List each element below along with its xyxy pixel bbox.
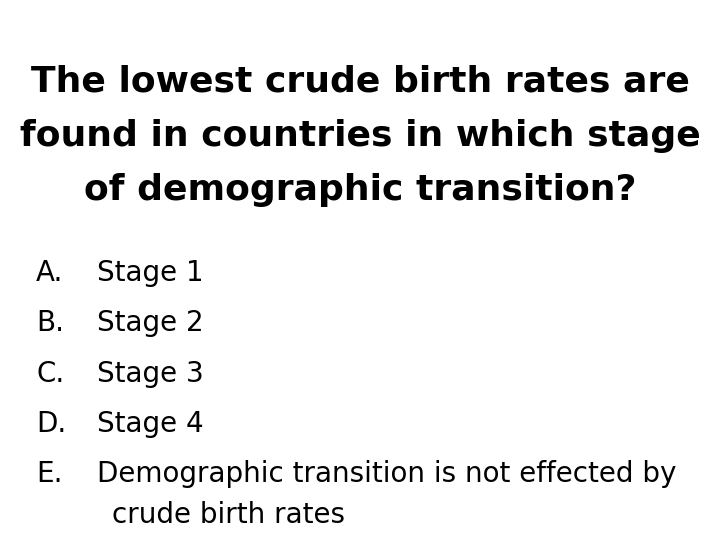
Text: C.: C. [36, 360, 64, 388]
Text: of demographic transition?: of demographic transition? [84, 173, 636, 207]
Text: found in countries in which stage: found in countries in which stage [19, 119, 701, 153]
Text: crude birth rates: crude birth rates [112, 501, 345, 529]
Text: E.: E. [36, 460, 63, 488]
Text: The lowest crude birth rates are: The lowest crude birth rates are [30, 65, 690, 99]
Text: Stage 3: Stage 3 [97, 360, 204, 388]
Text: A.: A. [36, 259, 63, 287]
Text: Stage 4: Stage 4 [97, 410, 204, 438]
Text: D.: D. [36, 410, 66, 438]
Text: Stage 2: Stage 2 [97, 309, 204, 338]
Text: B.: B. [36, 309, 64, 338]
Text: Stage 1: Stage 1 [97, 259, 204, 287]
Text: Demographic transition is not effected by: Demographic transition is not effected b… [97, 460, 677, 488]
